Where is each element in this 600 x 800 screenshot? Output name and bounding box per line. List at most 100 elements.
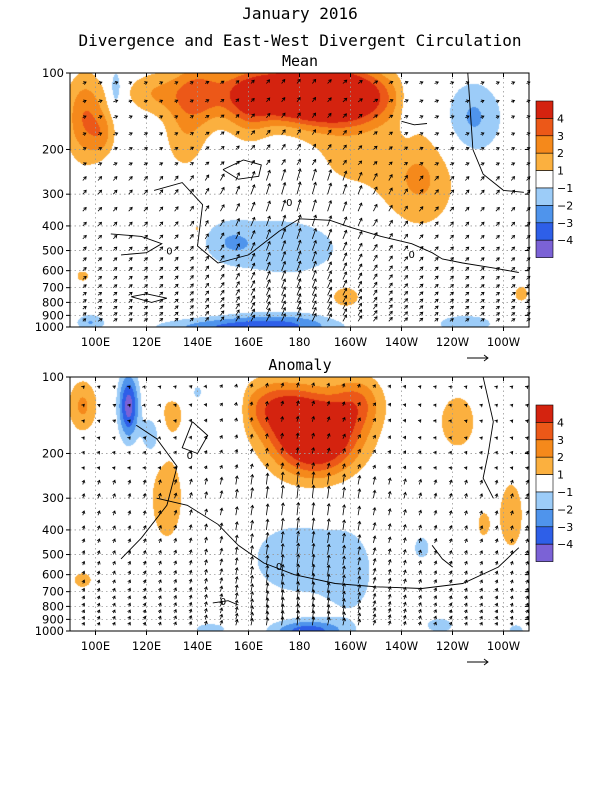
wind-vector <box>204 614 208 620</box>
wind-vector <box>173 608 177 614</box>
wind-vector <box>158 595 162 600</box>
wind-vector <box>464 479 468 485</box>
wind-vector <box>250 113 255 118</box>
wind-vector <box>265 518 270 530</box>
wind-vector <box>281 300 286 310</box>
wind-vector <box>479 466 483 470</box>
wind-vector <box>128 81 133 85</box>
wind-vector <box>113 284 118 289</box>
wind-vector <box>402 608 407 614</box>
wind-vector <box>495 246 500 251</box>
wind-vector <box>295 400 300 407</box>
wind-vector <box>81 419 85 424</box>
wind-vector <box>449 132 455 136</box>
wind-vector <box>82 299 87 303</box>
wind-vector <box>463 466 468 470</box>
wind-vector <box>204 477 208 485</box>
colorbar-swatch <box>535 135 554 154</box>
wind-vector <box>142 570 147 575</box>
wind-vector <box>357 145 363 150</box>
wind-vector <box>96 602 101 607</box>
wind-vector <box>97 147 103 151</box>
contour-line <box>401 120 428 126</box>
wind-vector <box>143 132 149 136</box>
wind-vector <box>357 599 362 607</box>
wind-vector <box>510 284 516 289</box>
wind-vector <box>250 519 255 530</box>
wind-vector <box>266 112 271 118</box>
wind-vector <box>112 493 116 499</box>
wind-vector <box>281 250 287 262</box>
contour-line <box>431 545 453 568</box>
wind-vector <box>188 450 192 455</box>
wind-vector <box>311 278 317 288</box>
wind-vector <box>113 221 118 227</box>
wind-vector <box>311 96 317 103</box>
wind-vector <box>143 246 148 251</box>
wind-vector <box>327 228 333 240</box>
wind-vector <box>494 479 499 485</box>
wind-vector <box>495 275 500 280</box>
wind-vector <box>81 538 86 544</box>
wind-vector <box>281 96 286 103</box>
wind-vector <box>373 316 378 322</box>
wind-vector <box>402 569 407 575</box>
wind-vector <box>220 244 225 251</box>
wind-vector <box>433 436 437 440</box>
y-tick-label: 500 <box>42 548 64 562</box>
wind-vector <box>373 131 378 136</box>
wind-vector <box>388 99 394 103</box>
wind-vector <box>357 618 362 626</box>
wind-vector <box>434 246 439 251</box>
wind-vector <box>433 579 438 584</box>
wind-vector <box>326 502 331 516</box>
wind-vector <box>220 204 225 212</box>
wind-vector <box>112 621 116 626</box>
wind-vector <box>111 450 116 455</box>
wind-vector <box>510 510 514 516</box>
wind-vector <box>188 586 193 592</box>
x-tick-label: 100W <box>487 639 520 653</box>
wind-vector <box>418 578 422 584</box>
wind-vector <box>128 305 133 310</box>
wind-vector <box>510 275 516 280</box>
wind-vector <box>234 417 238 422</box>
wind-vector <box>387 435 391 439</box>
wind-vector <box>174 256 179 262</box>
wind-vector <box>113 132 119 136</box>
wind-vector <box>509 560 514 566</box>
colorbar-label: −4 <box>557 538 573 551</box>
wind-vector <box>494 419 498 423</box>
contour-line <box>467 72 524 193</box>
wind-vector <box>479 493 484 499</box>
wind-vector <box>387 600 392 607</box>
wind-vector <box>142 436 147 440</box>
wind-vector <box>373 114 379 119</box>
wind-vector <box>372 585 377 592</box>
wind-vector <box>280 382 285 388</box>
wind-vector <box>157 385 162 389</box>
wind-vector <box>419 283 424 288</box>
wind-vector <box>509 403 514 408</box>
wind-vector <box>326 462 331 470</box>
wind-vector <box>387 384 391 389</box>
wind-vector <box>204 205 210 212</box>
wind-vector <box>465 115 470 119</box>
gridlines <box>70 377 529 631</box>
wind-vector <box>509 602 514 607</box>
x-tick-label: 100W <box>487 335 520 349</box>
wind-vector <box>327 97 332 103</box>
wind-vector <box>234 434 239 439</box>
wind-vector <box>465 312 470 316</box>
wind-vector <box>372 535 377 543</box>
wind-vector <box>372 619 377 626</box>
wind-vector <box>479 595 483 600</box>
wind-vector <box>234 448 239 454</box>
wind-vector <box>296 199 302 212</box>
wind-vector <box>342 598 346 607</box>
wind-vector <box>280 572 285 584</box>
wind-vector <box>373 145 378 150</box>
wind-vector <box>142 466 146 470</box>
wind-vector <box>479 550 483 555</box>
wind-vector <box>281 168 287 181</box>
